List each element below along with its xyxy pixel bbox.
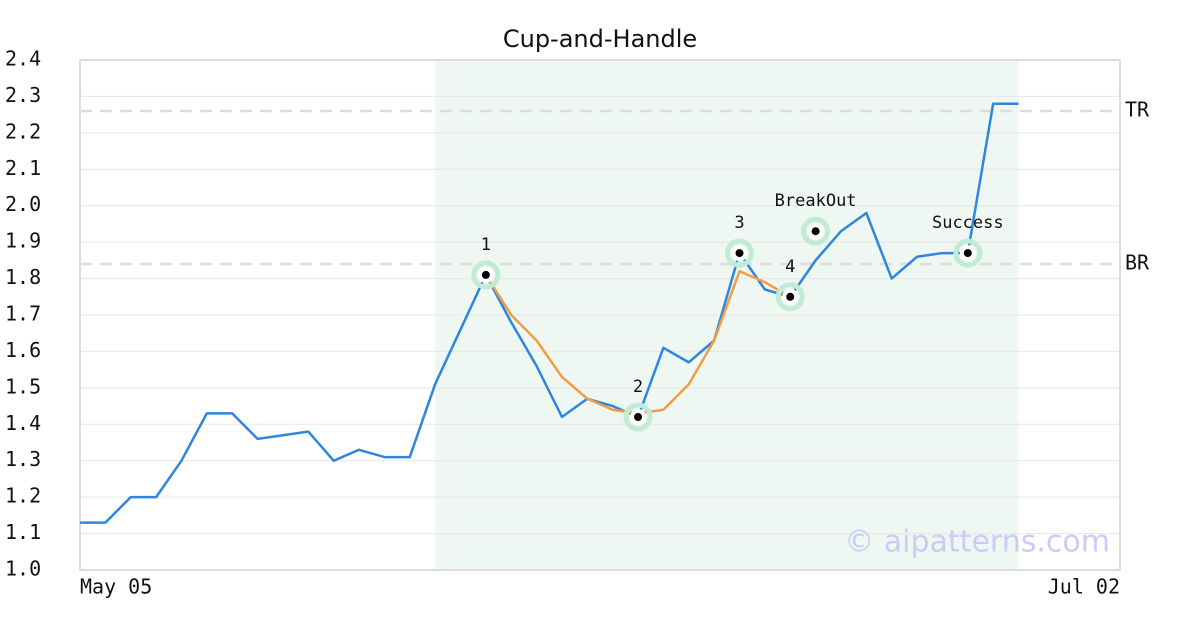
marker-label: Success xyxy=(932,213,1004,233)
y-tick-label: 1.9 xyxy=(5,229,41,253)
x-tick-label: Jul 02 xyxy=(1048,575,1120,599)
y-tick-label: 1.5 xyxy=(5,374,41,398)
x-tick-label: May 05 xyxy=(80,575,152,599)
level-label: TR xyxy=(1125,98,1150,122)
marker-dot xyxy=(786,292,795,301)
watermark: © aipatterns.com xyxy=(844,525,1110,560)
y-tick-label: 1.2 xyxy=(5,484,41,508)
y-tick-label: 1.6 xyxy=(5,338,41,362)
series-line xyxy=(80,102,1019,524)
marker-label: 1 xyxy=(481,235,491,255)
level-label: BR xyxy=(1125,251,1150,275)
plot-frame xyxy=(79,59,1121,571)
marker-label: BreakOut xyxy=(775,191,857,211)
marker-label: 4 xyxy=(785,257,795,277)
marker-halo xyxy=(775,282,805,312)
marker-halo xyxy=(953,238,983,268)
marker-dot xyxy=(963,249,972,258)
y-tick-label: 2.0 xyxy=(5,192,41,216)
marker-label: 3 xyxy=(734,213,744,233)
marker-dot xyxy=(735,249,744,258)
y-tick-label: 2.3 xyxy=(5,83,41,107)
y-tick-label: 1.7 xyxy=(5,302,41,326)
y-tick-label: 1.0 xyxy=(5,557,41,581)
y-tick-label: 1.1 xyxy=(5,520,41,544)
marker-dot xyxy=(811,227,820,236)
marker-label: 2 xyxy=(633,377,643,397)
y-tick-label: 2.1 xyxy=(5,156,41,180)
y-tick-label: 2.4 xyxy=(5,47,41,71)
y-tick-label: 1.8 xyxy=(5,265,41,289)
y-tick-label: 1.3 xyxy=(5,447,41,471)
marker-dot xyxy=(481,270,490,279)
marker-halo xyxy=(623,402,653,432)
marker-halo xyxy=(801,216,831,246)
marker-dot xyxy=(634,413,643,421)
marker-halo xyxy=(725,238,755,268)
chart-title: Cup-and-Handle xyxy=(503,25,697,53)
marker-halo xyxy=(471,260,501,290)
y-tick-label: 2.2 xyxy=(5,119,41,143)
y-tick-label: 1.4 xyxy=(5,411,41,435)
